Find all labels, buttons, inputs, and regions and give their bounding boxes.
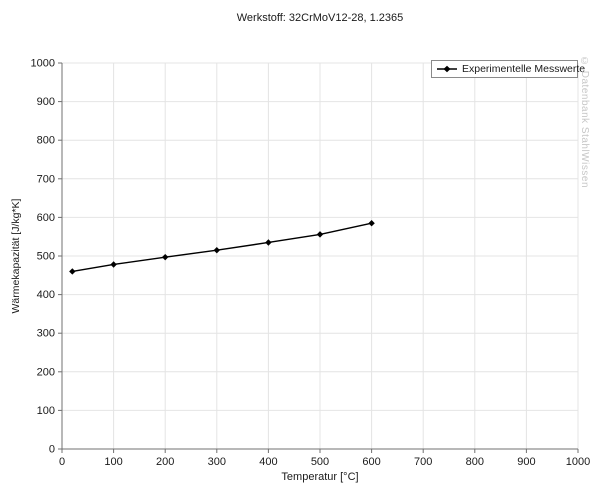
watermark-text: © Datenbank StahlWissen <box>579 56 590 189</box>
svg-text:400: 400 <box>259 456 277 468</box>
svg-text:900: 900 <box>517 456 535 468</box>
y-axis-label: Wärmekapazität [J/kg*K] <box>10 198 22 314</box>
svg-text:200: 200 <box>156 456 174 468</box>
svg-text:900: 900 <box>37 96 55 108</box>
legend-item-label: Experimentelle Messwerte <box>462 63 586 75</box>
svg-text:0: 0 <box>49 444 55 456</box>
svg-text:700: 700 <box>37 173 55 185</box>
svg-text:100: 100 <box>104 456 122 468</box>
legend-line-diamond-icon <box>436 64 458 74</box>
svg-text:800: 800 <box>37 135 55 147</box>
svg-text:0: 0 <box>59 456 65 468</box>
svg-text:300: 300 <box>37 328 55 340</box>
svg-text:500: 500 <box>37 251 55 263</box>
svg-text:1000: 1000 <box>31 58 55 70</box>
svg-text:500: 500 <box>311 456 329 468</box>
svg-text:800: 800 <box>466 456 484 468</box>
svg-text:700: 700 <box>414 456 432 468</box>
legend: Experimentelle Messwerte <box>431 60 585 78</box>
svg-text:200: 200 <box>37 366 55 378</box>
svg-text:1000: 1000 <box>566 456 590 468</box>
chart-title: Werkstoff: 32CrMoV12-28, 1.2365 <box>236 12 404 24</box>
svg-text:400: 400 <box>37 289 55 301</box>
svg-text:600: 600 <box>37 212 55 224</box>
svg-text:600: 600 <box>362 456 380 468</box>
svg-text:300: 300 <box>208 456 226 468</box>
x-axis-label: Temperatur [°C] <box>281 471 359 483</box>
svg-text:100: 100 <box>37 405 55 417</box>
